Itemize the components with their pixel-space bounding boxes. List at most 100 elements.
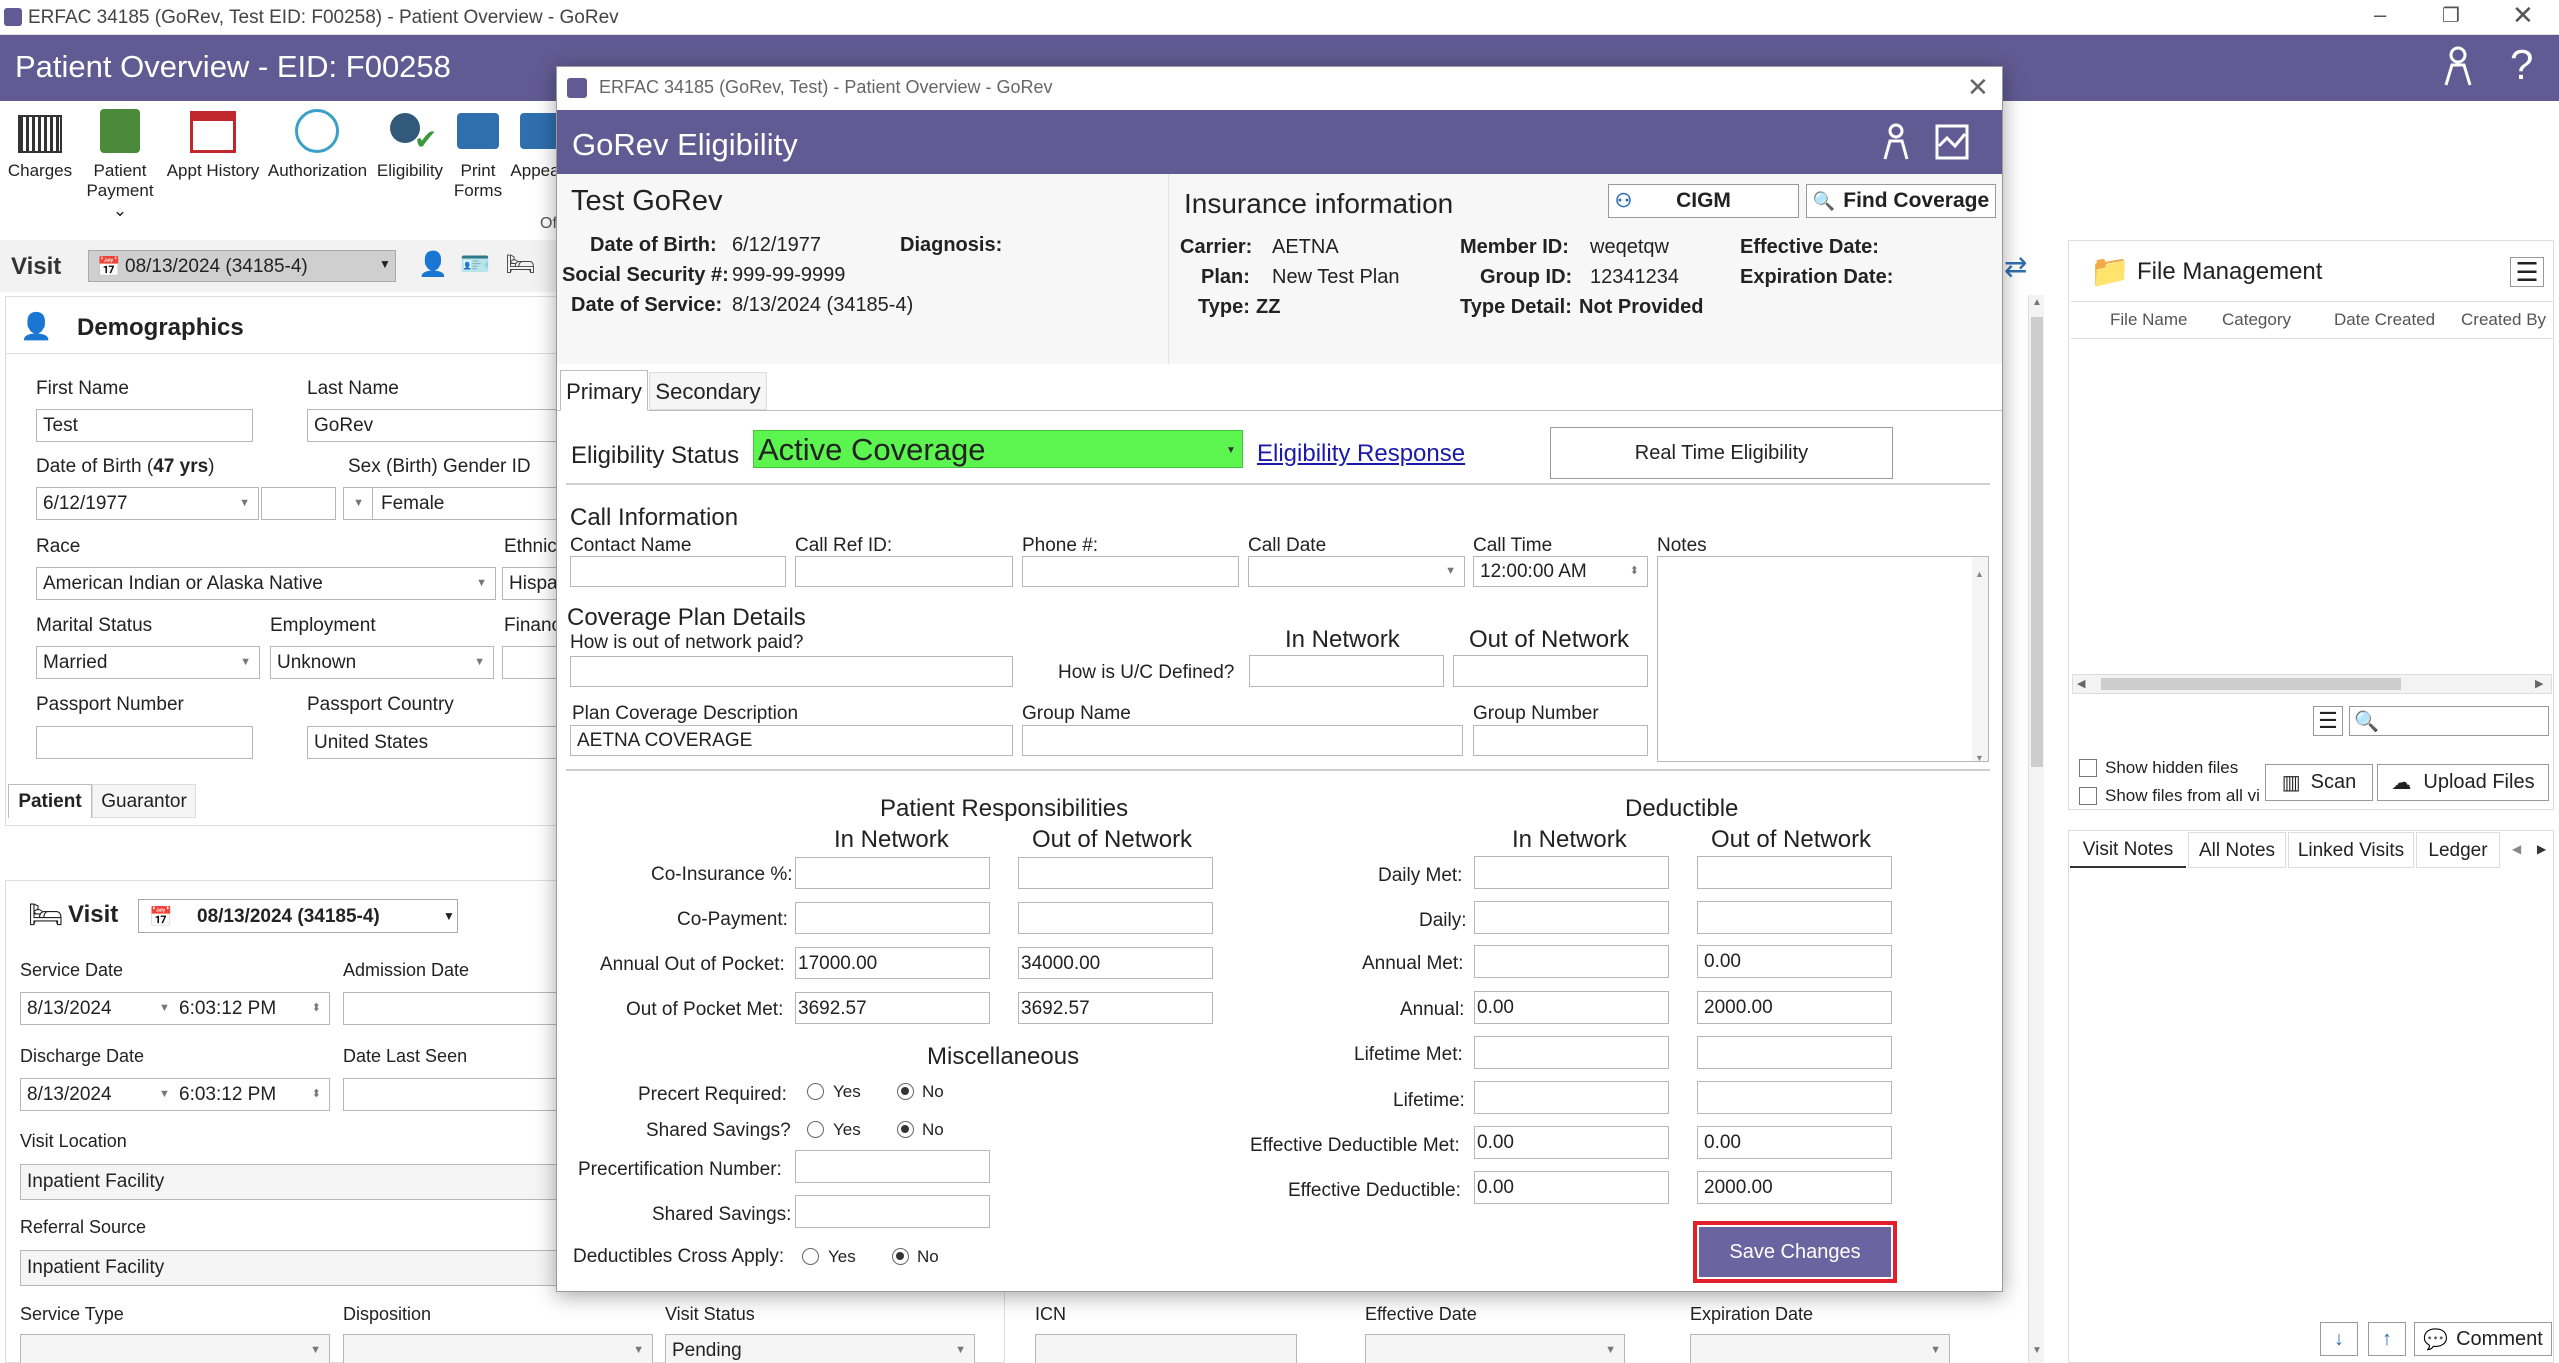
toolbar-patient-payment[interactable]: Patient Payment ⌄	[86, 161, 154, 220]
precert-no-radio[interactable]	[897, 1083, 914, 1100]
toolbar-charges[interactable]: Charges	[7, 161, 73, 180]
expiration-date-field[interactable]: ▼	[1690, 1334, 1950, 1363]
dob-extra-field[interactable]	[261, 487, 336, 520]
eff-ded-met-out-field[interactable]: 0.00	[1697, 1126, 1892, 1159]
users-icon[interactable]	[2440, 45, 2476, 89]
tab-linked-visits[interactable]: Linked Visits	[2288, 832, 2414, 868]
annual-met-in-field[interactable]	[1474, 945, 1669, 978]
comment-button[interactable]: 💬 Comment	[2414, 1322, 2552, 1356]
dob-field[interactable]: 6/12/1977 ▼	[36, 487, 259, 520]
copay-in-field[interactable]	[795, 902, 990, 934]
call-date-field[interactable]: ▼	[1248, 556, 1465, 587]
referral-source-field[interactable]: Inpatient Facility	[20, 1250, 560, 1286]
annual-out-field[interactable]: 2000.00	[1697, 991, 1892, 1024]
tab-secondary[interactable]: Secondary	[649, 372, 767, 410]
visit-bar-select[interactable]: 📅 08/13/2024 (34185-4) ▼	[88, 250, 396, 282]
lifetime-in-field[interactable]	[1474, 1081, 1669, 1114]
finance-field[interactable]	[502, 646, 560, 679]
scroll-down-button[interactable]: ↓	[2320, 1322, 2358, 1356]
eff-ded-met-in-field[interactable]: 0.00	[1474, 1126, 1669, 1159]
oop-met-in-field[interactable]: 3692.57	[795, 992, 990, 1024]
main-scrollbar[interactable]: ▲ ▼	[2028, 295, 2044, 1363]
eligibility-status-select[interactable]: Active Coverage ▼	[753, 430, 1243, 468]
race-field[interactable]: American Indian or Alaska Native ▼	[36, 567, 496, 600]
show-hidden-checkbox[interactable]	[2079, 759, 2097, 777]
uc-in-network-field[interactable]	[1249, 655, 1444, 687]
dialog-close-icon[interactable]: ✕	[1967, 72, 1989, 102]
employment-field[interactable]: Unknown ▼	[270, 646, 494, 679]
scroll-up-button[interactable]: ↑	[2368, 1322, 2406, 1356]
visit-section-select[interactable]: 📅 08/13/2024 (34185-4) ▼	[138, 899, 458, 933]
scan-button[interactable]: ▥ Scan	[2265, 764, 2373, 801]
phone-field[interactable]	[1022, 556, 1239, 587]
eligibility-response-link[interactable]: Eligibility Response	[1257, 440, 1466, 467]
group-name-field[interactable]	[1022, 725, 1463, 756]
file-menu-icon[interactable]: ☰	[2510, 257, 2544, 287]
shared-savings-yes-radio[interactable]	[807, 1121, 824, 1138]
id-card-icon[interactable]: 🪪	[460, 251, 490, 278]
annual-in-field[interactable]: 0.00	[1474, 991, 1669, 1024]
column-date-created[interactable]: Date Created	[2334, 310, 2436, 329]
disposition-field[interactable]: ▼	[343, 1334, 653, 1363]
plan-desc-field[interactable]: AETNA COVERAGE	[570, 725, 1013, 756]
shared-savings-no-radio[interactable]	[897, 1121, 914, 1138]
refresh-icon[interactable]: ⇄	[2004, 251, 2028, 282]
tab-primary[interactable]: Primary	[560, 370, 648, 411]
close-icon[interactable]: ✕	[2512, 0, 2534, 30]
oon-paid-field[interactable]	[570, 656, 1013, 687]
call-ref-field[interactable]	[795, 556, 1013, 587]
ded-cross-yes-radio[interactable]	[802, 1248, 819, 1265]
save-changes-button[interactable]: Save Changes	[1699, 1227, 1891, 1277]
eff-ded-out-field[interactable]: 2000.00	[1697, 1171, 1892, 1204]
show-all-visits-checkbox[interactable]	[2079, 787, 2097, 805]
column-file-name[interactable]: File Name	[2110, 310, 2188, 329]
lifetime-met-out-field[interactable]	[1697, 1036, 1892, 1069]
passport-country-field[interactable]: United States	[307, 726, 560, 759]
lifetime-met-in-field[interactable]	[1474, 1036, 1669, 1069]
visit-status-field[interactable]: Pending ▼	[665, 1334, 975, 1363]
precert-yes-radio[interactable]	[807, 1083, 824, 1100]
real-time-eligibility-button[interactable]: Real Time Eligibility	[1550, 427, 1893, 479]
marital-field[interactable]: Married ▼	[36, 646, 260, 679]
column-category[interactable]: Category	[2222, 310, 2291, 329]
tab-ledger[interactable]: Ledger	[2416, 832, 2500, 868]
icn-field[interactable]	[1035, 1334, 1297, 1363]
annual-oop-out-field[interactable]: 34000.00	[1018, 947, 1213, 979]
shared-savings-field[interactable]	[795, 1195, 990, 1228]
call-time-field[interactable]: 12:00:00 AM ⬍	[1473, 556, 1648, 587]
annual-met-out-field[interactable]: 0.00	[1697, 945, 1892, 978]
copay-out-field[interactable]	[1018, 902, 1213, 934]
minimize-icon[interactable]: –	[2374, 2, 2387, 27]
file-search-input[interactable]: 🔍	[2349, 706, 2549, 736]
lifetime-out-field[interactable]	[1697, 1081, 1892, 1114]
cigm-button[interactable]: ⚇ CIGM	[1608, 184, 1799, 218]
toolbar-appt-history[interactable]: Appt History	[166, 161, 260, 180]
date-last-seen-field[interactable]	[343, 1078, 560, 1111]
oop-met-out-field[interactable]: 3692.57	[1018, 992, 1213, 1024]
ethnicity-field[interactable]: Hispa	[502, 567, 560, 600]
tab-all-notes[interactable]: All Notes	[2188, 832, 2286, 868]
notes-field[interactable]: ▲ ▼	[1657, 556, 1989, 762]
coins-out-field[interactable]	[1018, 857, 1213, 889]
upload-files-button[interactable]: ☁ Upload Files	[2377, 764, 2549, 801]
service-type-field[interactable]: ▼	[20, 1334, 330, 1363]
person-icon[interactable]: 👤	[418, 251, 448, 278]
find-coverage-button[interactable]: 🔍 Find Coverage	[1806, 184, 1996, 218]
chart-icon[interactable]	[1935, 124, 1969, 160]
first-name-field[interactable]: Test	[36, 409, 253, 442]
annual-oop-in-field[interactable]: 17000.00	[795, 947, 990, 979]
tab-scroll-right-icon[interactable]: ▶	[2537, 842, 2547, 856]
toolbar-eligibility[interactable]: Eligibility	[376, 161, 444, 180]
eff-ded-in-field[interactable]: 0.00	[1474, 1171, 1669, 1204]
column-created-by[interactable]: Created By	[2461, 310, 2547, 329]
passport-number-field[interactable]	[36, 726, 253, 759]
tab-visit-notes[interactable]: Visit Notes	[2070, 832, 2186, 868]
effective-date-field[interactable]: ▼	[1365, 1334, 1625, 1363]
discharge-date-field[interactable]: 8/13/2024 ▼ 6:03:12 PM ⬍	[20, 1078, 330, 1111]
uc-out-network-field[interactable]	[1453, 655, 1648, 687]
users-icon[interactable]	[1879, 122, 1913, 162]
toolbar-appeal[interactable]: Appea	[510, 161, 560, 180]
ded-cross-no-radio[interactable]	[892, 1248, 909, 1265]
admission-date-field[interactable]	[343, 992, 560, 1025]
daily-met-in-field[interactable]	[1474, 856, 1669, 889]
